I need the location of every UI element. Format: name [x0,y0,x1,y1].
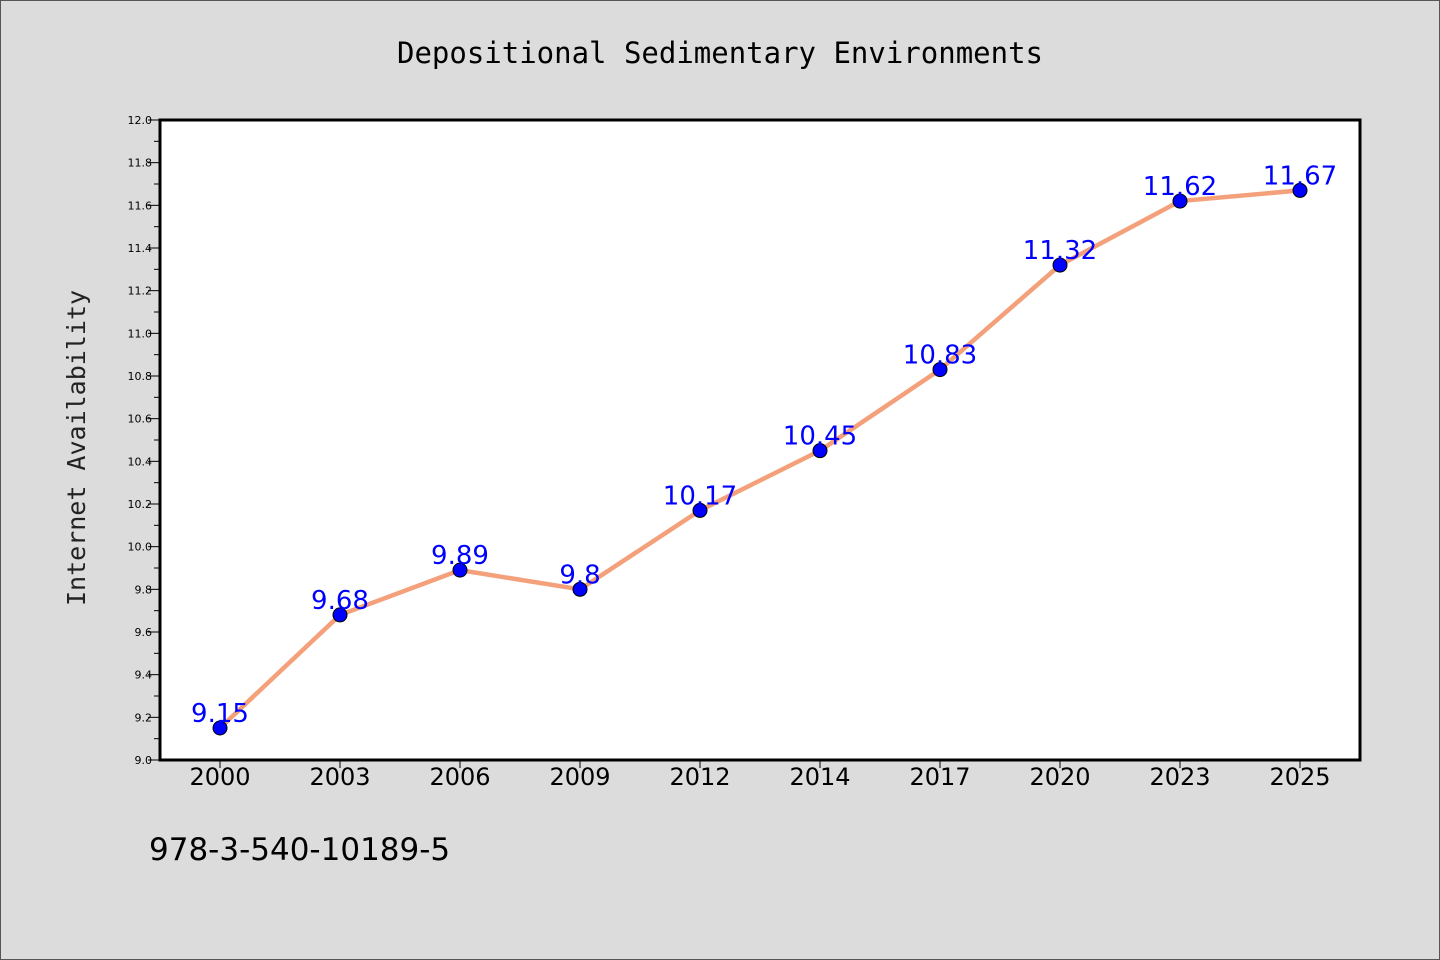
data-label: 9.68 [311,586,369,616]
y-tick-label: 10.6 [128,413,153,426]
x-tick-label: 2006 [429,763,490,791]
x-tick-label: 2023 [1149,763,1210,791]
y-axis-label: Internet Availability [62,290,91,606]
data-point [692,502,708,518]
chart-title: Depositional Sedimentary Environments [397,36,1043,70]
plot-area [158,118,1362,762]
data-point [332,607,348,623]
y-tick-label: 10.0 [128,541,153,554]
data-label: 9.15 [191,699,249,729]
x-tick-label: 2000 [189,763,250,791]
y-tick-label: 9.4 [135,669,153,682]
y-tick-label: 11.2 [128,285,153,298]
y-tick-label: 11.0 [128,327,153,340]
y-tick-label: 10.2 [128,498,153,511]
y-tick-label: 9.6 [135,626,153,639]
y-tick-label: 9.8 [135,583,153,596]
data-point [1292,182,1308,198]
data-labels: 9.15 9.68 9.89 9.8 10.17 10.45 10.83 11.32 11.62… [191,161,1337,729]
footer-code: 978-3-540-10189-5 [149,832,451,868]
x-tick-label: 2014 [789,763,850,791]
data-point [812,443,828,459]
data-label: 9.8 [559,560,600,590]
series-line [218,188,1301,730]
data-markers [212,182,1308,736]
data-label: 10.45 [783,422,857,452]
data-label: 10.17 [663,481,737,511]
data-label: 10.83 [903,341,977,371]
data-point [932,362,948,378]
data-label: 11.67 [1263,161,1337,191]
data-point [1172,193,1188,209]
y-tick-label: 10.8 [128,370,153,383]
y-tick-label: 12.0 [128,114,153,127]
y-tick-label: 11.6 [128,199,153,212]
data-point [212,720,228,736]
data-label: 9.89 [431,541,489,571]
data-label: 11.62 [1143,172,1217,202]
series-line-group [218,188,1301,730]
x-axis: 2000 2003 2006 2009 2012 2014 2017 2020 2023 2025 [189,760,1331,791]
data-point [452,562,468,578]
x-tick-label: 2017 [909,763,970,791]
y-tick-label: 11.8 [128,157,153,170]
y-tick-label: 9.2 [135,711,153,724]
y-tick-label: 9.0 [135,754,153,767]
x-tick-label: 2012 [669,763,730,791]
y-tick-label: 10.4 [128,455,153,468]
data-point [572,581,588,597]
y-axis: 9.0 9.2 9.4 9.6 9.8 10.0 10.2 10.4 10.6 10.8 11.0 1… [128,114,160,767]
x-tick-label: 2009 [549,763,610,791]
x-tick-label: 2003 [309,763,370,791]
x-tick-label: 2020 [1029,763,1090,791]
data-label: 11.32 [1023,236,1097,266]
x-tick-label: 2025 [1269,763,1330,791]
data-point [1052,257,1068,273]
y-tick-label: 11.4 [128,242,153,255]
